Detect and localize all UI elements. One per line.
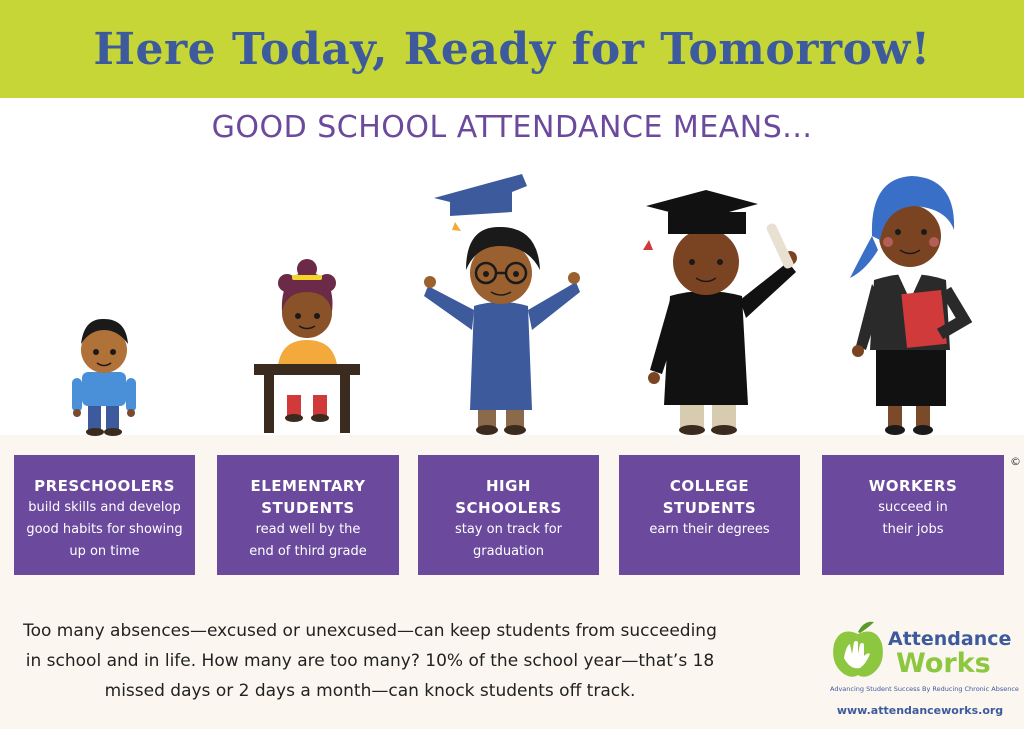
page-title: Here Today, Ready for Tomorrow! (93, 23, 931, 75)
card-college-students: COLLEGE STUDENTS earn their degrees (619, 455, 800, 575)
card-desc-line: their jobs (882, 522, 944, 537)
card-desc-line: good habits for showing (26, 522, 183, 537)
card-desc-line: earn their degrees (649, 522, 770, 537)
students-illustration (72, 174, 973, 436)
elementary-figure (254, 259, 360, 433)
logo-tagline: Advancing Student Success By Reducing Ch… (830, 685, 1019, 693)
note-line: in school and in life. How many are too … (25, 651, 715, 671)
preschooler-figure (72, 318, 136, 436)
logo-word-works: Works (896, 648, 991, 679)
card-title: STUDENTS (261, 499, 355, 517)
subtitle: GOOD SCHOOL ATTENDANCE MEANS... (211, 110, 813, 145)
card-desc-line: graduation (473, 544, 544, 559)
card-title: PRESCHOOLERS (34, 477, 175, 495)
attendance-note: Too many absences—excused or unexcused—c… (20, 616, 720, 706)
attendance-works-logo: Attendance Works Advancing Student Succe… (830, 618, 1019, 718)
card-elementary-students: ELEMENTARY STUDENTS read well by the end… (217, 455, 399, 575)
card-title: COLLEGE (669, 477, 750, 495)
card-high-schoolers: HIGH SCHOOLERS stay on track for graduat… (418, 455, 599, 575)
card-desc-line: end of third grade (249, 544, 367, 559)
card-title: HIGH (485, 477, 531, 495)
card-desc-line: read well by the (255, 522, 361, 537)
card-desc-line: stay on track for (454, 522, 563, 537)
card-desc-line: build skills and develop (28, 500, 181, 515)
college-figure (643, 190, 797, 435)
card-title: SCHOOLERS (455, 499, 562, 517)
card-title: STUDENTS (662, 499, 757, 517)
apple-hand-icon (833, 621, 883, 677)
copyright-mark: © (1010, 455, 1021, 468)
card-title: ELEMENTARY (250, 477, 366, 495)
worker-figure (850, 176, 973, 435)
card-title: WORKERS (868, 477, 958, 495)
logo-word-attendance: Attendance (888, 628, 1012, 650)
card-workers: WORKERS succeed in their jobs (822, 455, 1004, 575)
header-banner: Here Today, Ready for Tomorrow! (0, 0, 1024, 98)
high-schooler-figure (424, 174, 580, 435)
card-desc-line: up on time (69, 544, 140, 559)
card-desc-line: succeed in (878, 500, 948, 515)
note-line: missed days or 2 days a month—can knock … (104, 681, 636, 701)
card-preschoolers: PRESCHOOLERS build skills and develop go… (14, 455, 195, 575)
note-line: Too many absences—excused or unexcused—c… (23, 621, 717, 641)
website-link[interactable]: www.attendanceworks.org (836, 704, 1004, 717)
